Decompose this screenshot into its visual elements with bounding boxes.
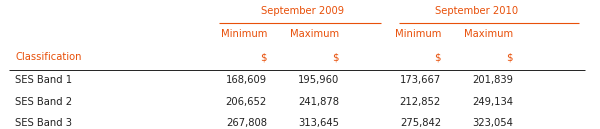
Text: 267,808: 267,808 <box>226 118 267 128</box>
Text: 275,842: 275,842 <box>400 118 441 128</box>
Text: 313,645: 313,645 <box>298 118 339 128</box>
Text: September 2009: September 2009 <box>262 6 344 16</box>
Text: Minimum: Minimum <box>395 29 441 39</box>
Text: 173,667: 173,667 <box>400 75 441 85</box>
Text: Minimum: Minimum <box>221 29 267 39</box>
Text: 168,609: 168,609 <box>226 75 267 85</box>
Text: SES Band 1: SES Band 1 <box>15 75 72 85</box>
Text: $: $ <box>260 52 267 62</box>
Text: SES Band 3: SES Band 3 <box>15 118 72 128</box>
Text: September 2010: September 2010 <box>436 6 518 16</box>
Text: 323,054: 323,054 <box>472 118 513 128</box>
Text: Classification: Classification <box>15 52 82 62</box>
Text: $: $ <box>434 52 441 62</box>
Text: $: $ <box>506 52 513 62</box>
Text: 201,839: 201,839 <box>472 75 513 85</box>
Text: 195,960: 195,960 <box>298 75 339 85</box>
Text: $: $ <box>332 52 339 62</box>
Text: 249,134: 249,134 <box>472 97 513 107</box>
Text: SES Band 2: SES Band 2 <box>15 97 72 107</box>
Text: Maximum: Maximum <box>464 29 513 39</box>
Text: 212,852: 212,852 <box>400 97 441 107</box>
Text: 206,652: 206,652 <box>226 97 267 107</box>
Text: Maximum: Maximum <box>290 29 339 39</box>
Text: 241,878: 241,878 <box>298 97 339 107</box>
